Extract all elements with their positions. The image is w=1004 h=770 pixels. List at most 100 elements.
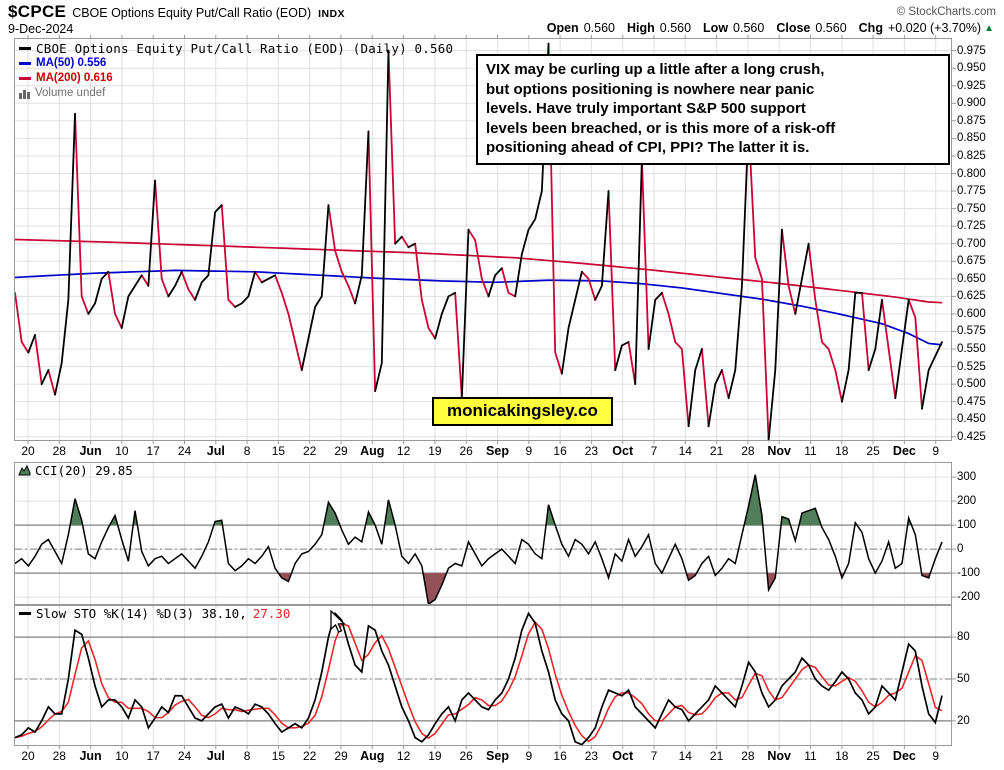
legend-sto-k-label: Slow STO %K(14) %D(3) 38.10, bbox=[36, 605, 247, 621]
x-axis-labels-upper: 20 28 Jun 10 17 24 Jul 8 15 22 29 Aug 12 19 26 Sep 9 16 23… bbox=[0, 442, 1004, 460]
x-tick-label: 12 bbox=[396, 749, 411, 763]
x-tick-label: 28 bbox=[52, 444, 66, 458]
quote-high-label: High bbox=[626, 21, 655, 35]
y-tick-label: 0.825 bbox=[957, 149, 986, 162]
x-tick-label: 12 bbox=[396, 444, 411, 458]
x-tick-label: 10 bbox=[115, 749, 129, 763]
x-tick-label: 17 bbox=[146, 444, 160, 458]
x-tick-label: 15 bbox=[271, 444, 286, 458]
quote-chg-label: Chg bbox=[858, 21, 883, 35]
copyright-notice: © StockCharts.com bbox=[896, 6, 996, 18]
y-tick-label: 0.475 bbox=[957, 395, 986, 408]
y-tick-label: 0.750 bbox=[957, 202, 986, 215]
legend-sto-d-value: 27.30 bbox=[252, 605, 291, 621]
y-tick-label: 0.950 bbox=[957, 62, 986, 75]
x-tick-label: 29 bbox=[334, 749, 348, 763]
x-tick-label: 21 bbox=[709, 444, 724, 458]
x-tick-label: Sep bbox=[486, 749, 509, 763]
y-tick-label: 0.775 bbox=[957, 185, 986, 198]
main-chart-legend: CBOE Options Equity Put/Call Ratio (EOD)… bbox=[19, 41, 453, 101]
quote-chg-value: +0.020 (+3.70%) bbox=[887, 21, 982, 35]
y-tick-label: 0.800 bbox=[957, 167, 986, 180]
quote-open-label: Open bbox=[546, 21, 579, 35]
x-tick-label: 28 bbox=[52, 749, 66, 763]
x-tick-label: Dec bbox=[892, 749, 916, 763]
chart-header: $CPCE CBOE Options Equity Put/Call Ratio … bbox=[8, 2, 345, 22]
x-tick-label: Nov bbox=[767, 749, 791, 763]
x-tick-label: Jun bbox=[79, 444, 102, 458]
volume-histogram-icon bbox=[19, 88, 31, 99]
y-tick-label: 0.450 bbox=[957, 413, 986, 426]
ma50-swatch bbox=[19, 61, 31, 65]
quote-low-value: 0.560 bbox=[733, 21, 765, 35]
x-tick-label: 15 bbox=[271, 749, 286, 763]
mouse-cursor-icon bbox=[330, 610, 346, 633]
y-tick-label: -200 bbox=[957, 591, 981, 604]
series-swatch bbox=[19, 46, 31, 50]
y-tick-label: 0.650 bbox=[957, 272, 986, 285]
annotation-text-box: VIX may be curling up a little after a l… bbox=[476, 54, 950, 165]
x-tick-label: 10 bbox=[115, 444, 129, 458]
x-tick-label: 23 bbox=[584, 749, 599, 763]
quote-row: Open 0.560 High 0.560 Low 0.560 Close 0.560 Chg +… bbox=[547, 21, 994, 35]
y-tick-label: 0.700 bbox=[957, 237, 986, 250]
y-tick-label: 50 bbox=[957, 672, 970, 685]
x-tick-label: 22 bbox=[303, 444, 317, 458]
x-tick-label: 21 bbox=[709, 749, 724, 763]
change-up-arrow-icon: ▲ bbox=[984, 23, 994, 34]
sto-legend: Slow STO %K(14) %D(3) 38.10, 27.30 bbox=[19, 606, 290, 621]
x-tick-label: 19 bbox=[428, 444, 442, 458]
sto-swatch bbox=[19, 611, 31, 615]
x-tick-label: 24 bbox=[177, 444, 192, 458]
stochastic-panel: Slow STO %K(14) %D(3) 38.10, 27.30 bbox=[14, 605, 956, 749]
x-tick-label: Jul bbox=[206, 444, 225, 458]
x-tick-label: 29 bbox=[334, 444, 348, 458]
y-tick-label: 0.900 bbox=[957, 97, 986, 110]
x-tick-label: 7 bbox=[650, 444, 658, 458]
x-tick-label: 18 bbox=[835, 749, 849, 763]
quote-high-value: 0.560 bbox=[659, 21, 692, 35]
y-tick-label: 0.925 bbox=[957, 79, 986, 92]
annotation-line: levels been breached, or is this more of… bbox=[486, 119, 836, 137]
x-tick-label: 26 bbox=[459, 749, 473, 763]
x-tick-label: Dec bbox=[892, 444, 916, 458]
legend-ma50-label: MA(50) 0.556 bbox=[36, 57, 107, 69]
x-tick-label: 7 bbox=[650, 749, 658, 763]
y-tick-label: -100 bbox=[957, 567, 981, 580]
x-tick-label: 28 bbox=[741, 749, 755, 763]
x-tick-label: 9 bbox=[525, 444, 533, 458]
x-tick-label: Oct bbox=[612, 444, 634, 458]
y-tick-label: 0.850 bbox=[957, 132, 986, 145]
y-tick-label: 100 bbox=[957, 519, 977, 532]
x-tick-label: Oct bbox=[612, 749, 634, 763]
x-tick-label: Nov bbox=[767, 444, 791, 458]
x-tick-label: 9 bbox=[932, 444, 940, 458]
x-tick-label: Jun bbox=[79, 749, 102, 763]
y-tick-label: 0.675 bbox=[957, 255, 986, 268]
x-axis-labels-lower: 20 28 Jun 10 17 24 Jul 8 15 22 29 Aug 12 19 26 Sep 9 16 23… bbox=[0, 747, 1004, 765]
chart-title: CBOE Options Equity Put/Call Ratio (EOD) bbox=[72, 6, 312, 20]
x-tick-label: 14 bbox=[678, 749, 692, 763]
y-tick-label: 0.550 bbox=[957, 343, 986, 356]
x-tick-label: 20 bbox=[21, 444, 35, 458]
x-tick-label: Aug bbox=[360, 749, 385, 763]
y-tick-label: 0.975 bbox=[957, 44, 986, 57]
cci-legend: CCI(20) 29.85 bbox=[18, 463, 133, 478]
annotation-line: but options positioning is nowhere near … bbox=[486, 80, 815, 98]
symbol: $CPCE bbox=[8, 2, 67, 21]
y-tick-label: 0.500 bbox=[957, 378, 986, 391]
x-tick-label: 22 bbox=[303, 749, 317, 763]
x-tick-label: 8 bbox=[243, 749, 251, 763]
x-tick-label: 25 bbox=[866, 444, 880, 458]
annotation-line: VIX may be curling up a little after a l… bbox=[486, 61, 825, 78]
y-tick-label: 0 bbox=[957, 543, 964, 556]
quote-open-value: 0.560 bbox=[583, 21, 615, 35]
legend-ma200-label: MA(200) 0.616 bbox=[36, 72, 113, 84]
x-tick-label: Sep bbox=[486, 444, 509, 458]
quote-close-label: Close bbox=[776, 21, 811, 35]
x-tick-label: 11 bbox=[804, 749, 817, 763]
x-tick-label: 14 bbox=[678, 444, 692, 458]
chart-date: 9-Dec-2024 bbox=[8, 22, 74, 36]
stochastic-canvas bbox=[14, 605, 956, 749]
